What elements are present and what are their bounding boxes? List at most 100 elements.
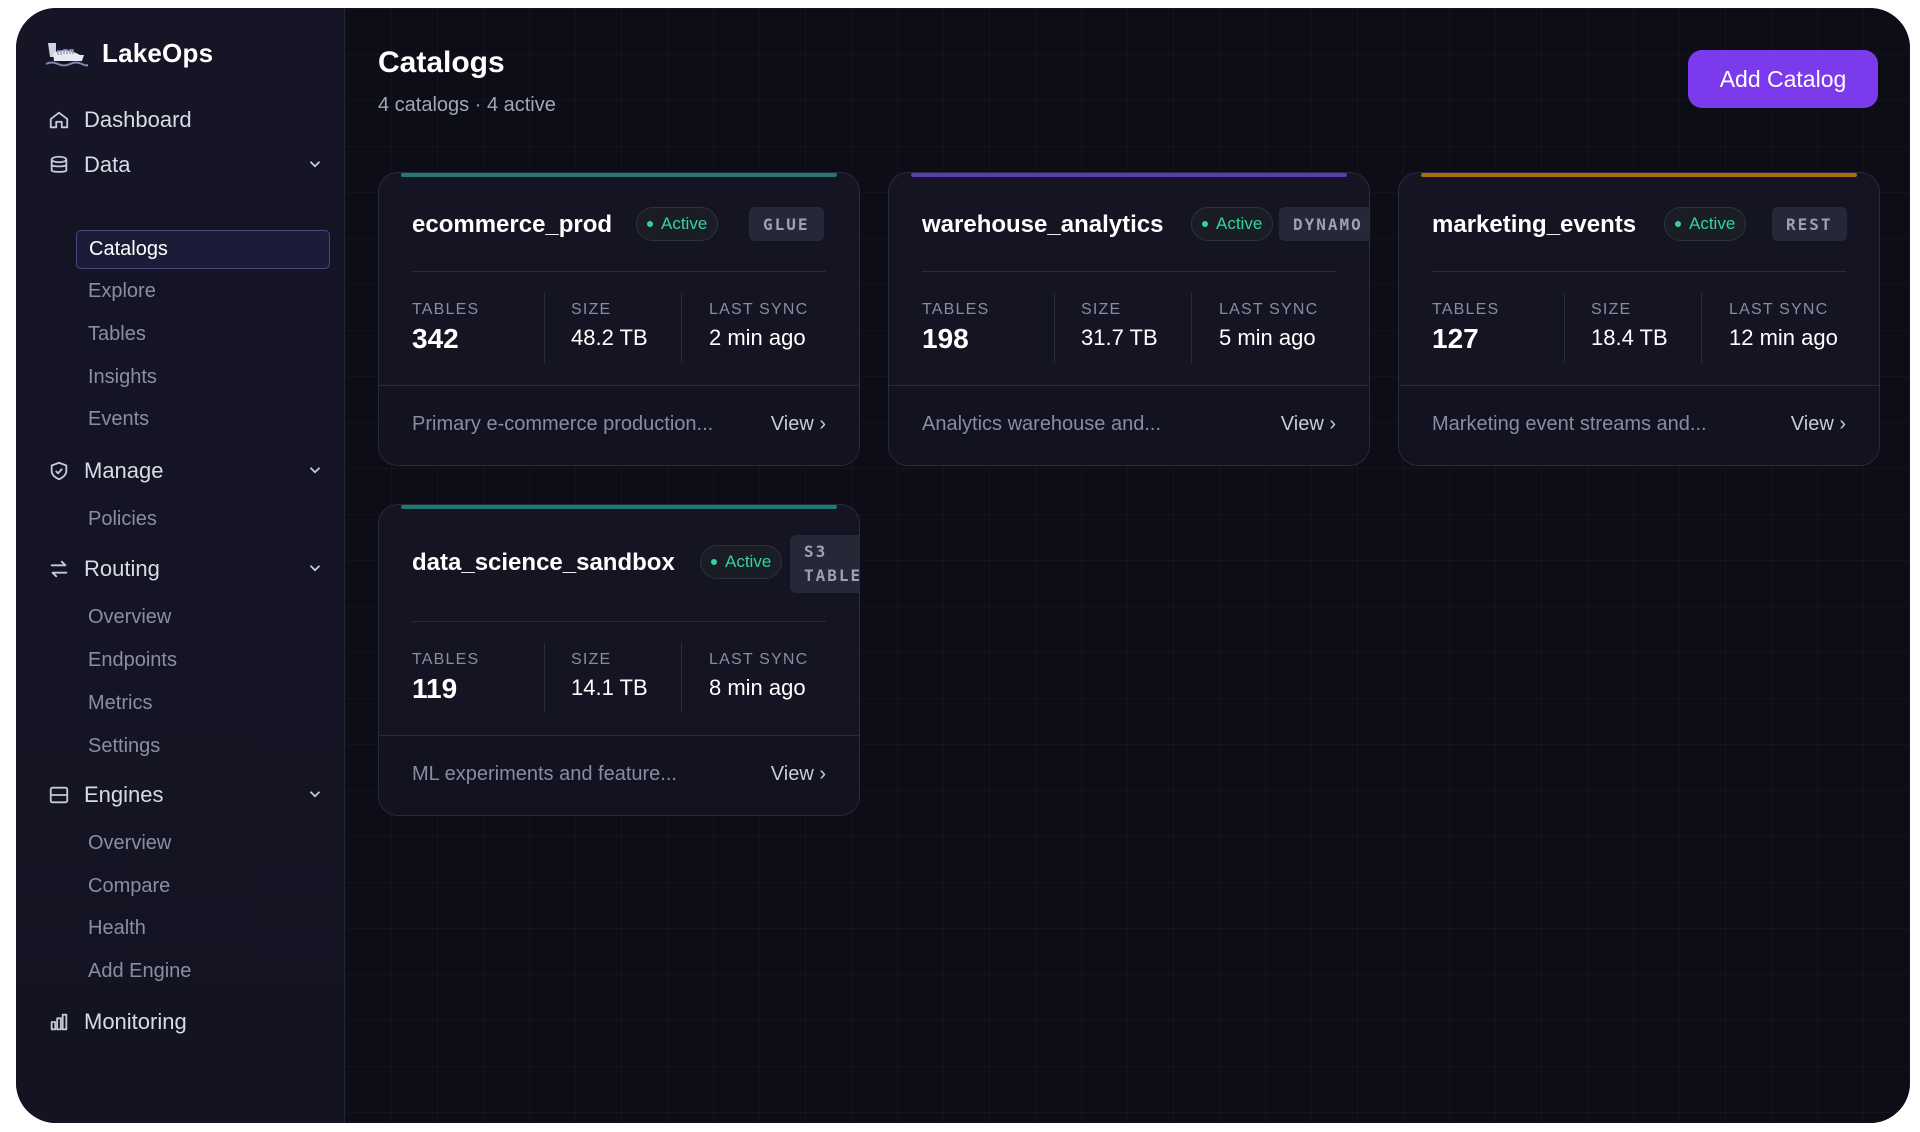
page-title: Catalogs — [378, 46, 505, 79]
status-badge: Active — [1664, 207, 1747, 241]
stat-label-last-sync: LAST SYNC — [709, 651, 809, 668]
card-accent-bar — [401, 173, 837, 177]
catalog-name: warehouse_analytics — [922, 211, 1164, 238]
catalog-type-line-1: S3 — [804, 542, 828, 561]
catalog-name: marketing_events — [1432, 211, 1637, 238]
sidebar-item-endpoints[interactable]: Endpoints — [88, 649, 177, 671]
stat-value-tables: 198 — [922, 323, 969, 354]
sidebar-item-add-engine[interactable]: Add Engine — [88, 960, 192, 982]
nav-data-label: Data — [84, 152, 131, 177]
nav-monitoring[interactable]: Monitoring — [48, 1002, 330, 1042]
sidebar-item-policies[interactable]: Policies — [88, 508, 157, 530]
view-link[interactable]: View › — [1280, 413, 1336, 435]
app-window: LakeOps Dashboard Data Catalogs Explore … — [16, 8, 1910, 1123]
stat-value-last-sync: 2 min ago — [709, 325, 806, 350]
status-dot-icon — [1202, 221, 1208, 227]
card-accent-bar — [1421, 173, 1857, 177]
card-footer: Analytics warehouse and... View › — [889, 385, 1369, 465]
catalog-card-ecommerce-prod[interactable]: ecommerce_prod Active GLUE TABLES 342 SI… — [378, 172, 860, 466]
catalog-description: ML experiments and feature... — [412, 763, 677, 785]
catalog-description: Marketing event streams and... — [1432, 413, 1707, 435]
bar-chart-icon — [48, 1011, 70, 1033]
nav-engines[interactable]: Engines — [48, 775, 330, 815]
status-badge: Active — [636, 207, 719, 241]
stat-value-size: 48.2 TB — [571, 325, 648, 350]
sidebar-item-health[interactable]: Health — [88, 917, 146, 939]
sidebar-item-engines-overview[interactable]: Overview — [88, 832, 172, 854]
catalog-card-warehouse-analytics[interactable]: warehouse_analytics Active DYNAMO TABLES… — [888, 172, 1370, 466]
status-dot-icon — [1675, 221, 1681, 227]
divider — [544, 643, 545, 713]
stat-value-tables: 119 — [412, 673, 458, 704]
stat-value-size: 18.4 TB — [1591, 325, 1668, 350]
home-icon — [48, 109, 70, 131]
status-badge-label: Active — [725, 552, 772, 571]
shield-check-icon — [48, 460, 70, 482]
divider — [681, 643, 682, 713]
sidebar-item-catalogs[interactable]: Catalogs — [76, 230, 330, 269]
stat-value-tables: 342 — [412, 323, 459, 354]
status-badge-label: Active — [1689, 214, 1736, 233]
stat-label-last-sync: LAST SYNC — [1219, 301, 1319, 318]
sidebar-item-compare[interactable]: Compare — [88, 875, 171, 897]
stat-value-last-sync: 5 min ago — [1219, 325, 1316, 350]
divider — [1564, 293, 1565, 363]
lakeops-logo-icon — [45, 42, 88, 66]
main-content: Catalogs 4 catalogs · 4 active Add Catal… — [345, 8, 1910, 1123]
nav-manage[interactable]: Manage — [48, 451, 330, 491]
stat-value-last-sync: 12 min ago — [1729, 325, 1838, 350]
sidebar-item-tables[interactable]: Tables — [88, 323, 146, 345]
nav-routing-label: Routing — [84, 556, 160, 581]
nav-dashboard[interactable]: Dashboard — [48, 100, 330, 140]
nav-engines-label: Engines — [84, 782, 164, 807]
stat-value-size: 14.1 TB — [571, 675, 648, 700]
divider — [544, 293, 545, 363]
card-footer: Marketing event streams and... View › — [1399, 385, 1879, 465]
status-badge-label: Active — [1216, 214, 1263, 233]
sidebar-item-catalogs-label: Catalogs — [89, 238, 168, 260]
stat-label-tables: TABLES — [1432, 301, 1500, 318]
stat-label-tables: TABLES — [412, 301, 480, 318]
nav-manage-label: Manage — [84, 458, 164, 483]
stat-label-size: SIZE — [1591, 301, 1632, 318]
stat-value-size: 31.7 TB — [1081, 325, 1158, 350]
sidebar-item-explore[interactable]: Explore — [88, 280, 156, 302]
status-dot-icon — [647, 221, 653, 227]
sidebar-item-insights[interactable]: Insights — [88, 366, 157, 388]
nav-routing[interactable]: Routing — [48, 549, 330, 589]
add-catalog-button[interactable]: Add Catalog — [1688, 50, 1878, 108]
catalog-name: data_science_sandbox — [412, 549, 675, 576]
catalog-name: ecommerce_prod — [412, 211, 613, 238]
sidebar-item-events[interactable]: Events — [88, 408, 150, 430]
view-link[interactable]: View › — [770, 413, 826, 435]
sidebar-item-metrics[interactable]: Metrics — [88, 692, 153, 714]
nav-data[interactable]: Data — [48, 145, 330, 185]
view-link[interactable]: View › — [770, 763, 826, 785]
database-icon — [48, 154, 70, 176]
divider — [1191, 293, 1192, 363]
page-subtitle: 4 catalogs · 4 active — [378, 94, 556, 116]
stat-label-tables: TABLES — [412, 651, 480, 668]
divider — [412, 621, 826, 622]
sidebar-item-routing-overview[interactable]: Overview — [88, 606, 172, 628]
catalog-description: Analytics warehouse and... — [922, 413, 1162, 435]
server-icon — [48, 784, 70, 806]
chevron-down-icon — [309, 791, 321, 798]
stat-label-size: SIZE — [571, 301, 612, 318]
catalog-type-tag: REST — [1772, 207, 1847, 241]
status-dot-icon — [711, 559, 717, 565]
divider — [922, 271, 1336, 272]
arrows-swap-icon — [48, 558, 70, 580]
catalog-type-tag: GLUE — [749, 207, 824, 241]
catalog-card-data-science-sandbox[interactable]: data_science_sandbox Active S3 TABLE TAB… — [378, 504, 860, 816]
catalog-card-marketing-events[interactable]: marketing_events Active REST TABLES 127 … — [1398, 172, 1880, 466]
sidebar-item-settings[interactable]: Settings — [88, 735, 161, 757]
view-link[interactable]: View › — [1790, 413, 1846, 435]
status-badge: Active — [700, 545, 783, 579]
stat-value-last-sync: 8 min ago — [709, 675, 806, 700]
catalog-description: Primary e-commerce production... — [412, 413, 714, 435]
chevron-down-icon — [309, 467, 321, 474]
brand[interactable]: LakeOps — [44, 38, 213, 69]
catalog-type-tag: DYNAMO — [1279, 207, 1369, 241]
chevron-down-icon — [309, 161, 321, 168]
